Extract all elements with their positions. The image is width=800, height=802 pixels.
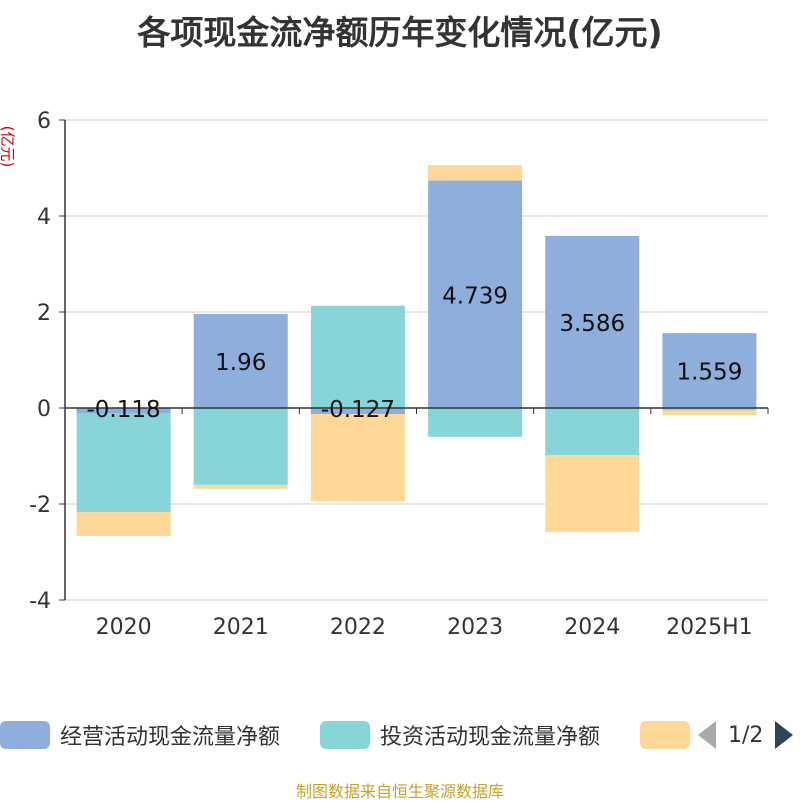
- legend-item-investing[interactable]: 投资活动现金流量净额: [320, 714, 600, 756]
- bar-financing-2024: [545, 455, 640, 532]
- y-tick-label: 6: [37, 109, 51, 134]
- bar-financing-2025H1: [662, 410, 757, 416]
- bar-investing-2020: [76, 413, 171, 513]
- bar-financing-2021: [193, 484, 288, 489]
- bar-operating-2025H1: [662, 333, 757, 408]
- y-tick-label: 0: [37, 397, 51, 422]
- bar-operating-2020: [76, 408, 171, 414]
- data-label: -0.118: [87, 397, 161, 423]
- legend-next-icon[interactable]: [775, 721, 794, 749]
- x-tick-label: 2023: [447, 615, 503, 640]
- bar-financing-2023: [428, 165, 523, 181]
- legend-page-indicator: 1/2: [728, 722, 764, 748]
- y-tick-label: -4: [29, 589, 51, 614]
- x-tick-label: 2022: [330, 615, 386, 640]
- bar-financing-2020: [76, 512, 171, 537]
- data-label: -0.127: [321, 397, 395, 423]
- y-tick-label: 4: [37, 205, 51, 230]
- legend-prev-icon[interactable]: [698, 721, 716, 749]
- bar-investing-2023: [428, 408, 523, 437]
- data-label: 1.559: [676, 360, 742, 386]
- legend-pager: 1/2: [698, 714, 794, 756]
- chart-title: 各项现金流净额历年变化情况(亿元): [137, 13, 663, 52]
- bar-investing-2025H1: [662, 408, 757, 411]
- legend-label-operating: 经营活动现金流量净额: [60, 725, 281, 750]
- data-label: 1.96: [215, 350, 266, 376]
- y-tick-label: -2: [29, 493, 51, 518]
- legend-label-investing: 投资活动现金流量净额: [380, 725, 601, 750]
- x-tick-label: 2025H1: [666, 615, 753, 640]
- legend-item-operating[interactable]: 经营活动现金流量净额: [0, 714, 280, 756]
- legend-swatch-operating: [0, 721, 50, 749]
- bar-investing-2022: [310, 305, 405, 408]
- bar-operating-2024: [545, 235, 640, 408]
- bar-operating-2021: [193, 313, 288, 408]
- legend: 经营活动现金流量净额 投资活动现金流量净额 1/2: [0, 714, 800, 756]
- data-label: 4.739: [442, 283, 508, 309]
- bar-operating-2022: [310, 408, 405, 415]
- y-tick-label: 2: [37, 301, 51, 326]
- x-tick-label: 2020: [96, 615, 152, 640]
- bar-investing-2021: [193, 408, 288, 485]
- legend-item-financing[interactable]: [640, 714, 700, 756]
- data-label: 3.586: [559, 311, 625, 337]
- legend-swatch-financing: [640, 721, 690, 749]
- x-tick-label: 2021: [213, 615, 269, 640]
- bar-financing-2022: [310, 414, 405, 502]
- legend-swatch-investing: [320, 721, 370, 749]
- bar-chart: -4 -2 0 2 4 6 2020 2021 2022 2023 2024 2025H1 -0.118…: [29, 109, 769, 640]
- bar-investing-2024: [545, 408, 640, 456]
- data-source-note: 制图数据来自恒生聚源数据库: [295, 782, 504, 801]
- x-tick-label: 2024: [564, 615, 620, 640]
- bar-operating-2023: [428, 180, 523, 408]
